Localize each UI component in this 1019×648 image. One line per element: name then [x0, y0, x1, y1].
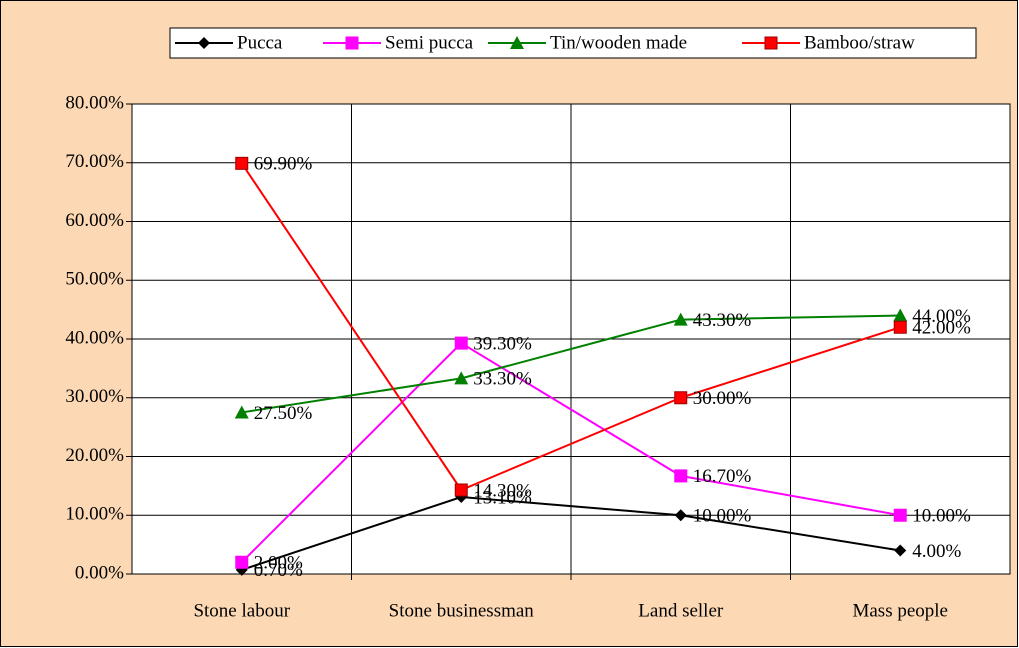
data-label: 44.00%: [912, 306, 971, 327]
x-tick-label: Stone labour: [193, 600, 290, 621]
point: [674, 509, 687, 522]
legend-label: Bamboo/straw: [804, 32, 915, 53]
legend-marker: [510, 36, 524, 49]
series-line: [240, 162, 901, 492]
point: [674, 469, 688, 483]
y-tick-label: 10.00%: [65, 504, 124, 525]
data-label: 42.00%: [912, 318, 971, 339]
legend: [169, 27, 977, 59]
y-tick-label: 30.00%: [65, 386, 124, 407]
point: [235, 555, 249, 569]
data-label: 14.30%: [473, 480, 532, 501]
data-label: 2.00%: [254, 553, 303, 574]
point: [454, 371, 469, 385]
point: [893, 508, 907, 522]
point: [234, 405, 249, 419]
x-tick-label: Mass people: [852, 600, 948, 621]
y-tick-label: 50.00%: [65, 269, 124, 290]
data-label: 16.70%: [693, 466, 752, 487]
y-tick-label: 40.00%: [65, 327, 124, 348]
data-label: 69.90%: [254, 154, 313, 175]
y-tick-label: 70.00%: [65, 151, 124, 172]
y-tick-label: 80.00%: [65, 92, 124, 113]
legend-label: Semi pucca: [385, 32, 474, 53]
series-line: [241, 341, 901, 563]
point: [893, 308, 908, 322]
point: [894, 544, 907, 557]
point: [235, 156, 249, 170]
legend-marker: [764, 36, 778, 50]
data-label: 13.10%: [473, 487, 532, 508]
point: [674, 391, 688, 405]
y-tick-label: 20.00%: [65, 445, 124, 466]
data-label: 10.00%: [693, 506, 752, 527]
point: [673, 312, 688, 326]
series-line: [241, 314, 901, 414]
legend-label: Tin/wooden made: [550, 32, 687, 53]
x-tick-label: Land seller: [638, 600, 724, 621]
y-tick-label: 60.00%: [65, 210, 124, 231]
data-label: 10.00%: [912, 506, 971, 527]
data-label: 0.70%: [254, 560, 303, 581]
legend-marker: [345, 36, 359, 50]
point: [893, 320, 907, 334]
point: [454, 336, 468, 350]
data-label: 4.00%: [912, 541, 961, 562]
y-tick-label: 0.00%: [75, 562, 124, 583]
series-line: [241, 496, 901, 571]
data-label: 30.00%: [693, 388, 752, 409]
data-label: 27.50%: [254, 403, 313, 424]
data-label: 43.30%: [693, 310, 752, 331]
legend-marker: [198, 37, 210, 49]
legend-label: Pucca: [237, 32, 283, 53]
x-tick-label: Stone businessman: [389, 600, 535, 621]
data-label: 33.30%: [473, 369, 532, 390]
point: [454, 483, 468, 497]
data-label: 39.30%: [473, 333, 532, 354]
